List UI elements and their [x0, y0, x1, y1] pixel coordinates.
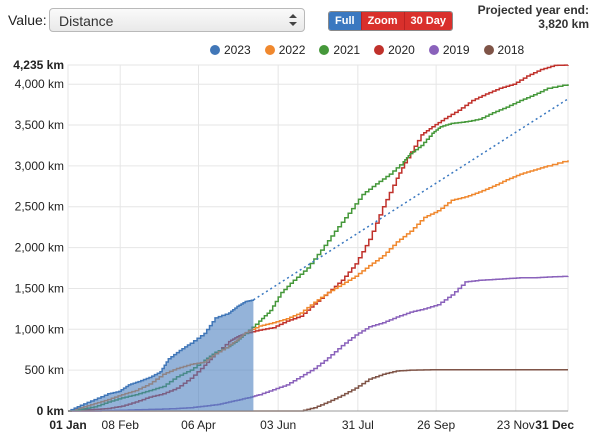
- y-tick-label: 1,500 km: [15, 281, 64, 295]
- range-button-group: Full Zoom 30 Day: [328, 11, 453, 31]
- x-tick-label: 23 Nov: [497, 418, 535, 432]
- value-select-text: Distance: [59, 13, 114, 29]
- y-tick-label: 3,500 km: [15, 118, 64, 132]
- series-line-2023: [68, 299, 255, 412]
- projection-readout: Projected year end: 3,820 km: [478, 3, 589, 31]
- y-tick-label: 0 km: [37, 404, 64, 418]
- legend-item-2023[interactable]: 2023: [210, 42, 251, 58]
- value-label: Value:: [8, 12, 47, 28]
- x-tick-label: 08 Feb: [102, 418, 140, 432]
- legend-marker: [210, 45, 220, 55]
- legend-label: 2021: [333, 43, 361, 57]
- x-tick-label: 26 Sep: [417, 418, 455, 432]
- series-line-2018: [68, 368, 568, 412]
- legend-marker: [264, 45, 275, 55]
- projection-line: [253, 98, 569, 301]
- y-tick-label: 1,000 km: [15, 322, 64, 336]
- legend-label: 2020: [388, 43, 415, 57]
- y-tick-label: 4,000 km: [15, 77, 64, 91]
- legend-label: 2023: [224, 43, 251, 57]
- chart-legend: 2023 2022 2021 2020 2019 2018: [210, 42, 538, 58]
- x-tick-label: 06 Apr: [181, 418, 216, 432]
- legend-item-2018[interactable]: 2018: [483, 42, 525, 58]
- plot-area: [67, 64, 569, 412]
- legend-marker: [319, 45, 330, 55]
- legend-item-2019[interactable]: 2019: [428, 42, 470, 58]
- y-tick-label: 2,500 km: [15, 200, 64, 214]
- y-tick-label: 500 km: [25, 363, 64, 377]
- legend-item-2022[interactable]: 2022: [264, 42, 306, 58]
- legend-label: 2018: [497, 43, 525, 57]
- legend-marker: [483, 45, 494, 55]
- value-select[interactable]: Distance: [49, 8, 305, 32]
- legend-item-2020[interactable]: 2020: [374, 42, 415, 58]
- full-button[interactable]: Full: [329, 12, 361, 30]
- series-fill-2023: [68, 299, 254, 411]
- y-tick-label: 4,235 km: [13, 58, 64, 72]
- zoom-button[interactable]: Zoom: [360, 12, 404, 30]
- x-tick-label: 03 Jun: [260, 418, 296, 432]
- legend-item-2021[interactable]: 2021: [319, 42, 360, 58]
- projection-label: Projected year end:: [477, 3, 589, 17]
- thirty-day-button[interactable]: 30 Day: [403, 12, 452, 30]
- projection-value: 3,820 km: [538, 17, 589, 31]
- x-tick-label: 31 Dec: [535, 418, 574, 432]
- legend-marker: [428, 45, 439, 55]
- toolbar: Value: Distance Full Zoom 30 Day Project…: [0, 0, 595, 40]
- y-tick-label: 3,000 km: [15, 159, 64, 173]
- select-arrows-icon: [289, 14, 297, 26]
- x-tick-label: 31 Jul: [342, 418, 374, 432]
- legend-label: 2019: [442, 43, 470, 57]
- legend-marker: [374, 45, 385, 55]
- legend-label: 2022: [278, 43, 306, 57]
- x-tick-label: 01 Jan: [49, 418, 86, 432]
- y-tick-label: 2,000 km: [15, 241, 64, 255]
